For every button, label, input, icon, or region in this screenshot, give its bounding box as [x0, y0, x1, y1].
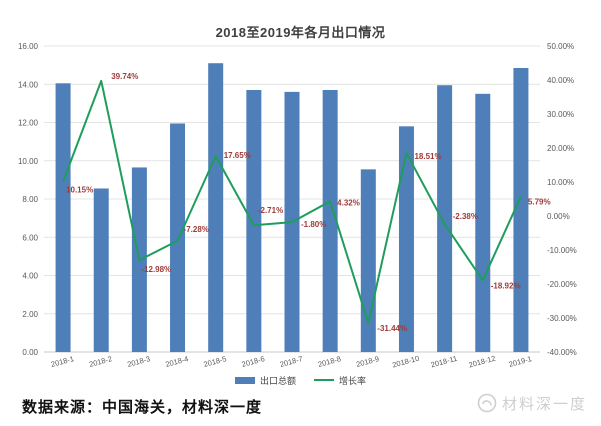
growth-rate-data-label: 10.15% [66, 185, 93, 194]
growth-rate-data-label: -2.71% [258, 206, 283, 215]
right-axis-tick-label: 50.00% [547, 42, 574, 51]
growth-rate-data-label: -18.92% [491, 281, 521, 290]
x-axis-label-2018-12: 2018-12 [468, 354, 497, 370]
watermark: 材料深一度 [476, 392, 587, 414]
left-axis-tick-label: 16.00 [18, 42, 39, 51]
x-axis-label-2018-8: 2018-8 [317, 354, 342, 369]
growth-rate-data-label: -2.38% [453, 212, 478, 221]
export-combo-chart: 0.00 2.00 4.00 6.00 8.00 10.00 12.00 14.00 16.00… [18, 42, 577, 370]
watermark-logo-icon [477, 393, 497, 413]
x-axis-label-2018-10: 2018-10 [391, 354, 420, 370]
left-axis-tick-label: 6.00 [22, 233, 38, 242]
x-axis-label-2019-1: 2019-1 [508, 354, 533, 369]
left-axis-tick-label: 0.00 [22, 348, 38, 357]
x-axis-label-2018-9: 2018-9 [355, 354, 380, 369]
legend-item-export-total: 出口总额 [234, 374, 296, 387]
bar-2018-6 [246, 89, 262, 353]
bar-2018-5 [208, 63, 224, 353]
left-axis-tick-label: 12.00 [18, 119, 39, 128]
x-axis-label-2018-3: 2018-3 [126, 354, 151, 369]
growth-rate-data-label: -31.44% [377, 324, 407, 333]
left-axis-tick-label: 8.00 [22, 195, 38, 204]
bar-2018-2 [93, 188, 109, 352]
bar-2018-8 [322, 89, 338, 353]
bar-2019-1 [513, 67, 529, 353]
right-axis-tick-label: 10.00% [547, 178, 574, 187]
growth-rate-data-label: 39.74% [111, 72, 138, 81]
right-axis-tick-label: 40.00% [547, 76, 574, 85]
x-axis-label-2018-6: 2018-6 [241, 354, 266, 369]
legend-label-growth-rate: 增长率 [339, 375, 367, 386]
chart-title: 2018至2019年各月出口情况 [215, 25, 386, 40]
growth-rate-line [62, 79, 522, 324]
bar-2018-4 [170, 123, 186, 352]
growth-rate-data-label: -12.98% [141, 265, 171, 274]
bar-2018-1 [55, 83, 71, 352]
growth-rate-data-label: 18.51% [414, 152, 441, 161]
right-axis-tick-label: -30.00% [547, 314, 577, 323]
legend-item-growth-rate: 增长率 [314, 374, 366, 387]
right-axis-tick-label: -10.00% [547, 246, 577, 255]
x-axis-label-2018-7: 2018-7 [279, 354, 304, 369]
chart-legend: 出口总额 增长率 [0, 372, 601, 388]
bar-2018-12 [475, 93, 491, 352]
right-axis-tick-label: 30.00% [547, 110, 574, 119]
left-axis-tick-label: 2.00 [22, 310, 38, 319]
bar-series-swatch-icon [234, 376, 255, 384]
bar-2018-10 [398, 126, 414, 352]
legend-label-export-total: 出口总额 [259, 375, 296, 386]
x-axis-label-2018-1: 2018-1 [50, 354, 75, 369]
line-series-swatch-icon [314, 379, 334, 381]
bar-2018-11 [437, 85, 453, 353]
x-axis-label-2018-11: 2018-11 [430, 354, 458, 370]
x-axis-label-2018-2: 2018-2 [88, 354, 113, 369]
left-axis-tick-label: 4.00 [22, 272, 38, 281]
right-axis-tick-label: 20.00% [547, 144, 574, 153]
data-source-text: 数据来源：中国海关，材料深一度 [22, 400, 263, 416]
growth-rate-data-label: 5.79% [528, 197, 551, 206]
x-axis-label-2018-4: 2018-4 [164, 354, 189, 369]
growth-rate-data-label: 4.32% [337, 198, 360, 207]
growth-rate-data-label: 17.65% [224, 151, 251, 160]
right-axis-tick-label: -40.00% [547, 348, 577, 357]
growth-rate-data-label: -1.80% [301, 220, 326, 229]
x-axis-label-2018-5: 2018-5 [203, 354, 228, 369]
growth-rate-data-label: -7.28% [184, 225, 209, 234]
right-axis-tick-label: -20.00% [547, 280, 577, 289]
watermark-text: 材料深一度 [501, 396, 587, 413]
bar-2018-9 [360, 169, 376, 352]
right-axis-tick-label: 0.00% [547, 212, 570, 221]
left-axis-tick-label: 10.00 [18, 157, 39, 166]
left-axis-tick-label: 14.00 [18, 80, 39, 89]
